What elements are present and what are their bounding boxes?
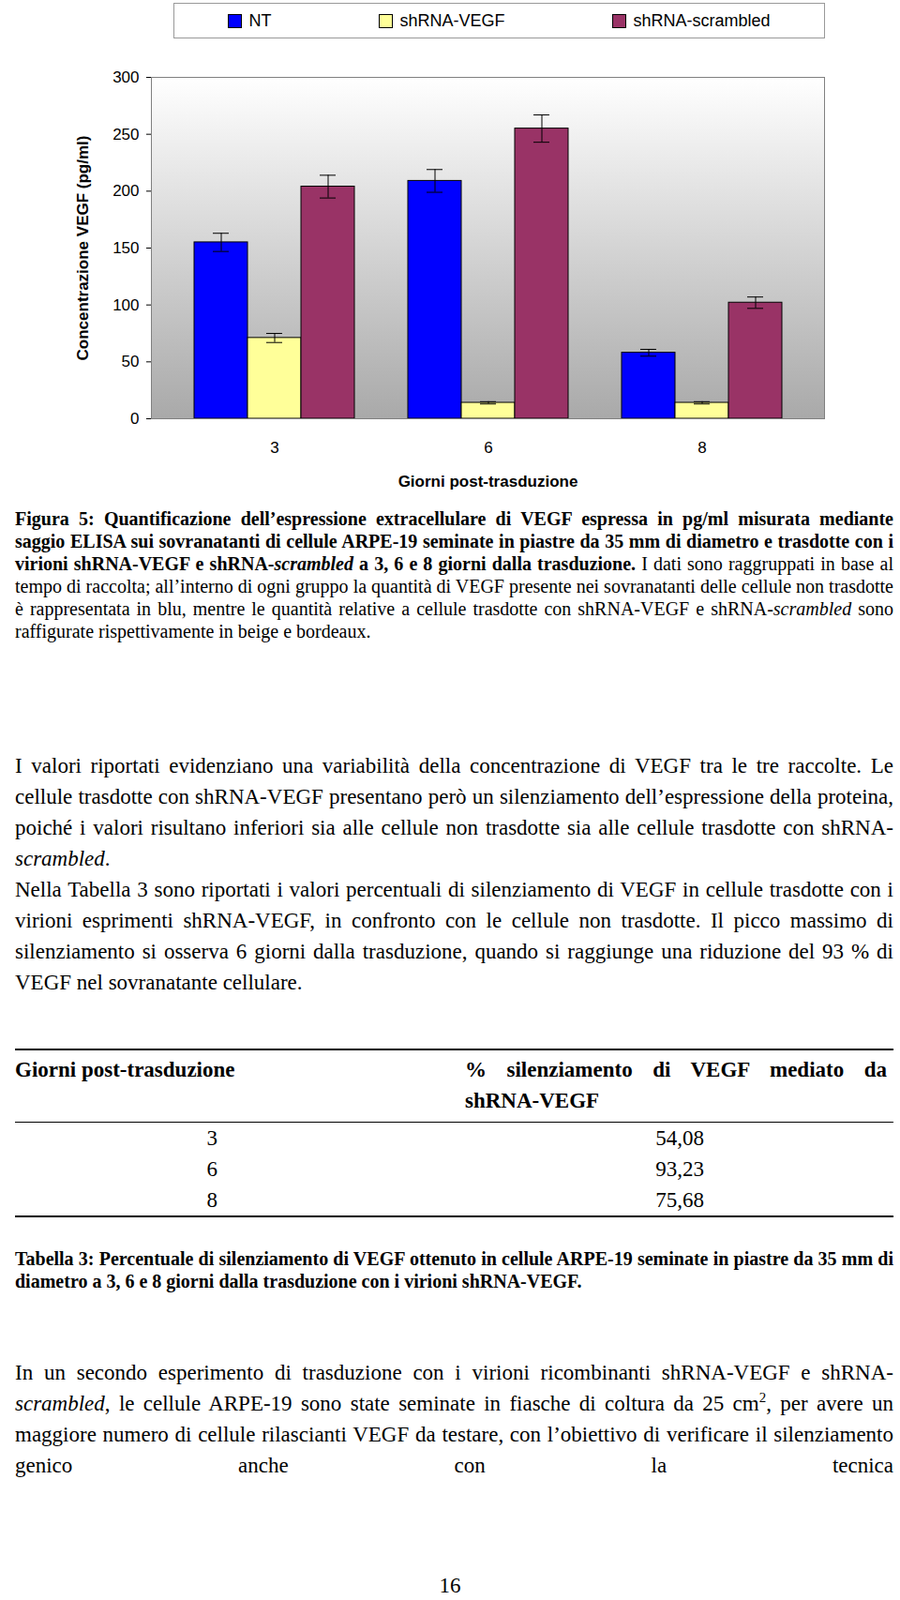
html-text:54,08: 54,08 bbox=[655, 1125, 705, 1150]
html-text:NT: NT bbox=[248, 10, 272, 30]
html-text:In un secondo esperimento di t: In un secondo esperimento di trasduzione… bbox=[15, 1360, 894, 1384]
svg-text:0: 0 bbox=[130, 409, 139, 428]
svg-text:8: 8 bbox=[697, 438, 706, 457]
svg-text:100: 100 bbox=[112, 296, 139, 315]
html-text:shRNA-scrambled: shRNA-scrambled bbox=[633, 10, 771, 30]
svg-text:250: 250 bbox=[112, 125, 139, 144]
svg-text:3: 3 bbox=[270, 438, 279, 457]
html-text:16: 16 bbox=[439, 1573, 461, 1597]
html-text:8: 8 bbox=[206, 1187, 218, 1212]
html-text:Figura 5: Quantificazione dell: Figura 5: Quantificazione dell’espressio… bbox=[15, 508, 894, 642]
svg-text:Concentrazione VEGF (pg/ml): Concentrazione VEGF (pg/ml) bbox=[74, 135, 92, 361]
html-text:% silenziamento di VEGF mediat: % silenziamento di VEGF mediato da shRNA… bbox=[465, 1057, 887, 1112]
svg-text:6: 6 bbox=[483, 438, 493, 457]
html-text:3: 3 bbox=[206, 1125, 218, 1150]
html-text:scrambled.: scrambled. bbox=[15, 846, 111, 870]
html-text:6: 6 bbox=[206, 1156, 218, 1181]
svg-text:300: 300 bbox=[112, 68, 139, 87]
svg-text:150: 150 bbox=[112, 239, 139, 257]
html-text:Giorni post-trasduzione: Giorni post-trasduzione bbox=[15, 1057, 235, 1081]
svg-text:Giorni post-trasduzione: Giorni post-trasduzione bbox=[398, 472, 579, 491]
html-text:scrambled, le cellule ARPE-19: scrambled, le cellule ARPE-19 sono state… bbox=[15, 1389, 894, 1477]
html-text:93,23: 93,23 bbox=[655, 1156, 705, 1181]
svg-text:200: 200 bbox=[112, 181, 139, 200]
svg-text:50: 50 bbox=[121, 352, 140, 371]
html-text:I valori riportati evidenziano: I valori riportati evidenziano una varia… bbox=[15, 753, 894, 840]
html-text:Nella Tabella 3 sono riportati: Nella Tabella 3 sono riportati i valori … bbox=[15, 877, 894, 994]
html-text:75,68: 75,68 bbox=[655, 1187, 705, 1212]
html-text:Tabella 3: Percentuale di sile: Tabella 3: Percentuale di silenziamento … bbox=[15, 1247, 894, 1291]
html-text:shRNA-VEGF: shRNA-VEGF bbox=[399, 10, 505, 30]
